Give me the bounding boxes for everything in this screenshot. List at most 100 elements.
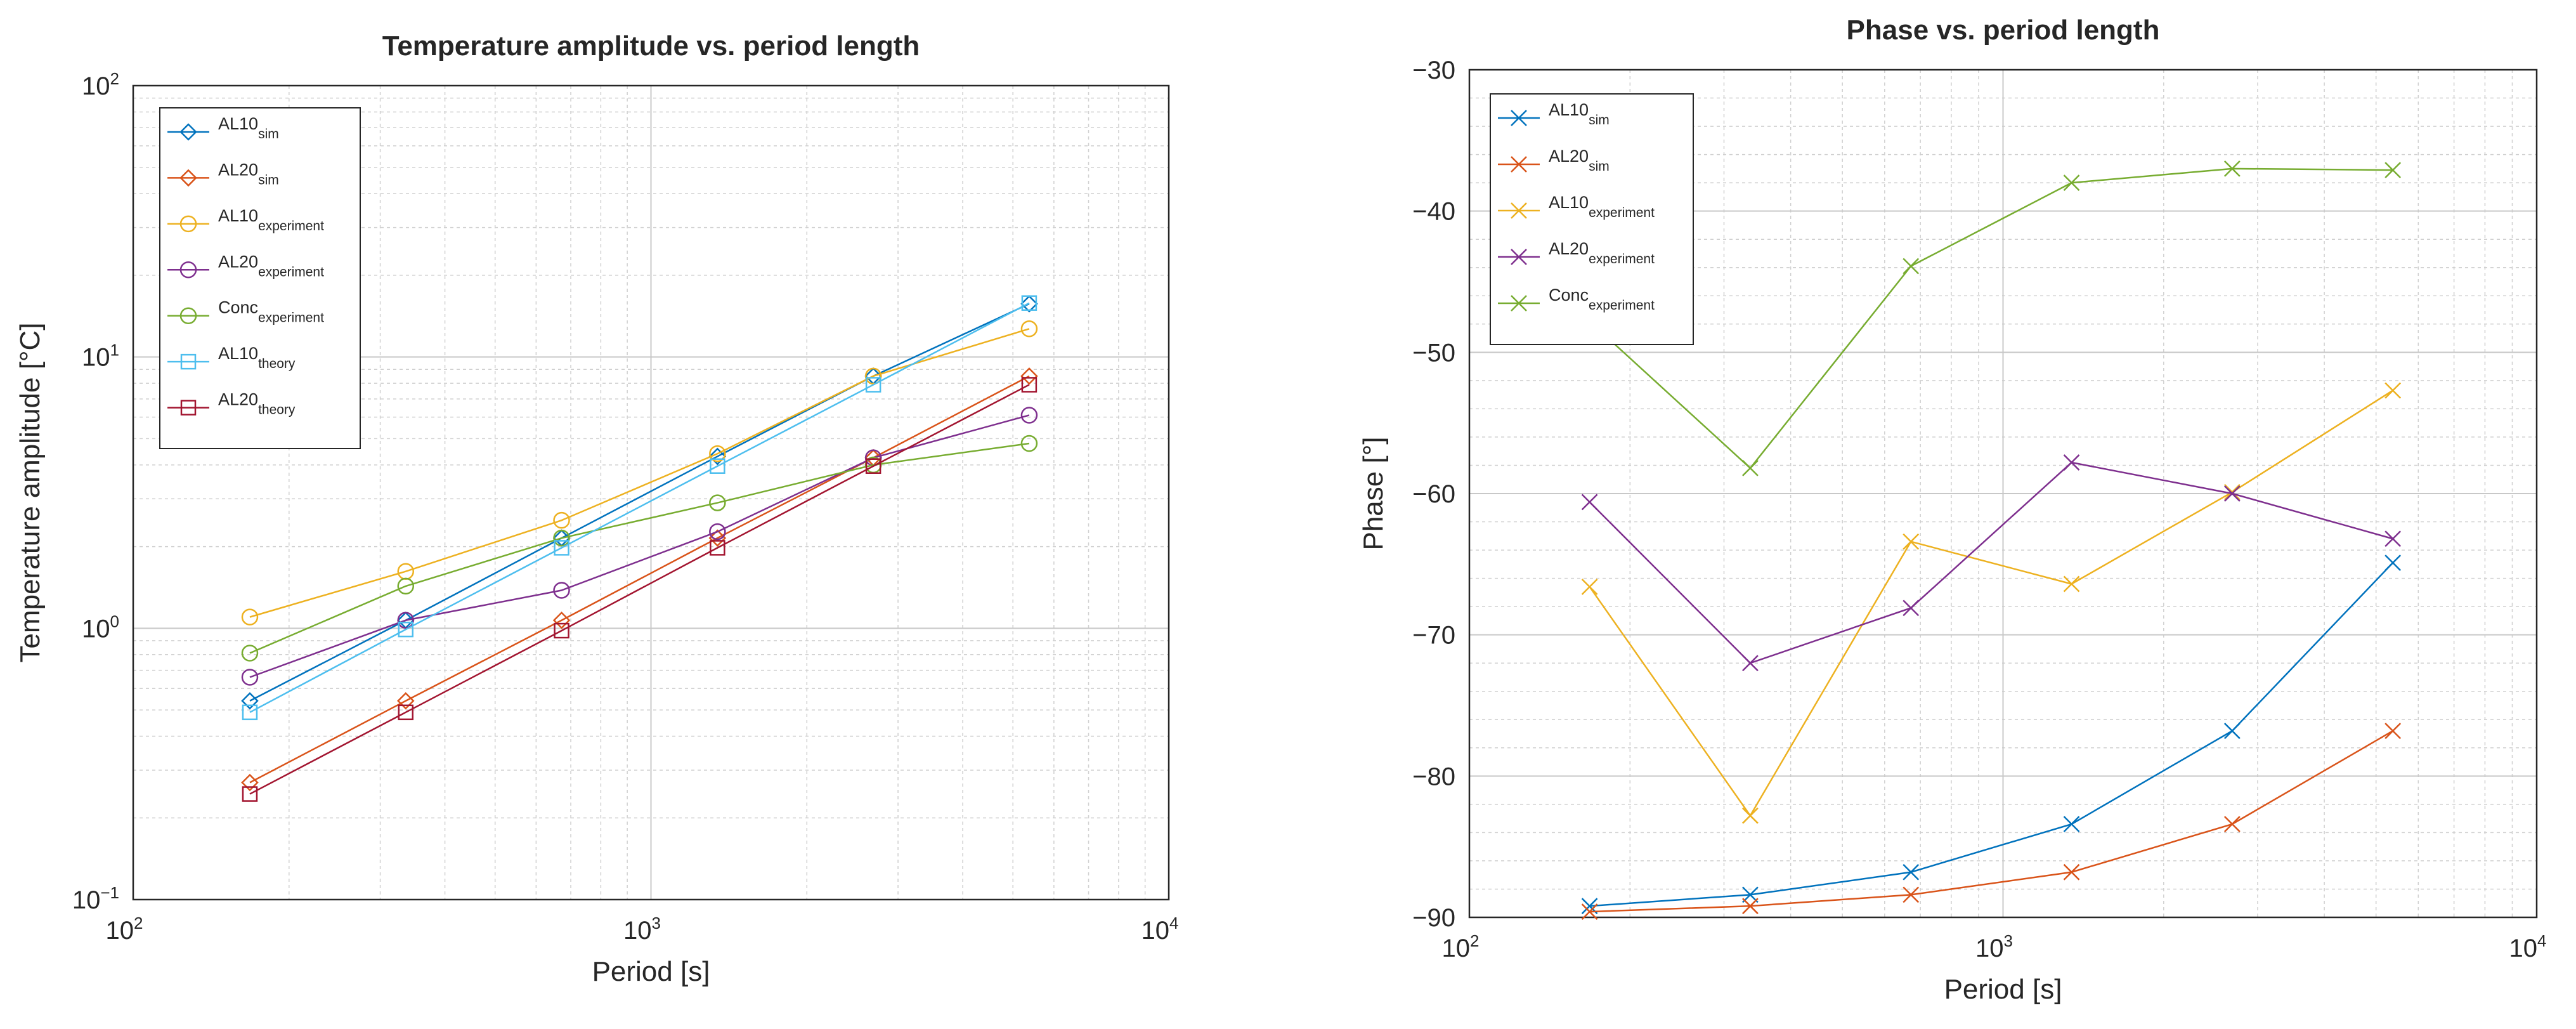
data-point [554,622,569,639]
data-point [1021,295,1038,311]
series-al20-sim [1581,723,2402,920]
data-point [398,704,414,721]
legend-label: AL10sim [1549,100,1610,128]
legend: AL10simAL20simAL10experimentAL20experime… [159,107,361,449]
axes-box [1468,69,2538,919]
y-tick-label-exp: 0 [110,612,119,631]
legend-marker [179,123,197,141]
data-point [1742,807,1759,824]
legend-label-sub: experiment [1589,206,1655,220]
x-tick-label-exp: 4 [2537,931,2546,950]
legend: AL10simAL20simAL10experimentAL20experime… [1490,93,1694,345]
data-point [2223,160,2241,177]
y-tick-label: −90 [1412,904,1455,932]
legend-label-sub: experiment [258,311,324,325]
legend-label-name: AL10 [1549,100,1589,119]
series-al10-sim [241,295,1038,710]
data-point [1581,494,1598,511]
x-axis-label: Period [s] [592,956,710,987]
data-point [2223,816,2241,832]
legend-label: AL20experiment [218,252,324,279]
data-point [242,786,258,802]
legend-label-name: Conc [218,298,258,317]
data-point [241,669,259,686]
x-tick-label: 102 [1442,931,1480,962]
legend-label-sub: theory [258,403,296,417]
data-point [1742,655,1759,672]
series-line [1589,562,2394,907]
data-point [1021,377,1038,393]
data-point [710,540,725,556]
data-point [241,773,259,792]
data-point [242,704,258,721]
legend-label-name: AL20 [1549,239,1589,258]
legend-marker [179,261,197,279]
legend-box [159,107,361,449]
legend-label: AL20sim [1549,147,1610,174]
legend-marker [1511,110,1527,126]
data-point [1903,863,1920,881]
y-tick-label: 10−1 [72,883,119,914]
series-line [1589,461,2393,664]
series-line [249,302,1030,713]
legend-label: AL20theory [218,390,296,417]
legend-label-name: AL10 [1549,193,1589,212]
data-point [709,494,726,511]
legend-label-name: AL20 [1549,147,1589,166]
legend-label-name: AL20 [218,252,258,271]
x-tick-label-exp: 3 [2004,931,2013,950]
legend-label-name: AL10 [218,344,258,363]
legend-marker [180,400,197,416]
legend-marker [179,169,197,187]
series-al10-sim [1581,554,2402,915]
legend-marker [180,353,197,370]
legend-label-sub: sim [258,127,279,141]
legend-marker [1511,202,1527,219]
x-tick-label: 102 [106,914,143,945]
x-tick-label-base: 10 [2509,934,2538,962]
x-tick-label-exp: 3 [652,914,661,933]
y-tick-label-base: 10 [82,72,110,100]
data-point [2063,575,2080,593]
data-point [1020,367,1038,385]
x-tick-label: 104 [1142,914,1179,945]
legend-label-name: AL10 [218,206,258,225]
y-tick-label: 101 [82,341,119,372]
legend-marker [179,215,197,233]
legend-label-sub: experiment [258,219,324,233]
data-point [2384,382,2402,399]
legend-label: AL20experiment [1549,239,1655,266]
data-point [396,692,415,710]
data-point [2384,162,2402,178]
series-line [1589,730,2393,913]
data-point [241,692,259,710]
series-al10-experiment [1581,382,2402,824]
data-point [2384,554,2402,571]
legend-label-sub: experiment [258,265,324,279]
legend-label-name: Conc [1549,285,1589,305]
y-tick-label: 102 [82,69,119,100]
y-tick-label: −70 [1412,622,1455,650]
series-al20-experiment [1581,454,2402,672]
data-point [1581,579,1598,595]
data-point [241,645,259,662]
x-tick-label-base: 10 [106,917,134,945]
legend-label: AL10sim [218,114,279,141]
y-tick-label-base: 10 [72,886,101,914]
legend-label: AL10experiment [218,206,324,233]
data-point [2223,723,2241,739]
y-tick-label-base: 10 [82,344,110,372]
data-point [1903,533,1920,550]
data-point [397,577,415,595]
y-tick-label: −50 [1412,339,1455,367]
legend-label-name: AL20 [218,390,258,409]
series-line [249,384,1030,795]
x-tick-label-base: 10 [1442,934,1471,962]
x-axis-label: Period [s] [1944,974,2062,1005]
y-tick-label: −60 [1412,480,1455,508]
data-point [398,621,414,638]
legend-marker [1511,249,1527,265]
y-axis-label: Temperature amplitude [°C] [15,322,46,662]
series-al10-theory [242,295,1038,721]
